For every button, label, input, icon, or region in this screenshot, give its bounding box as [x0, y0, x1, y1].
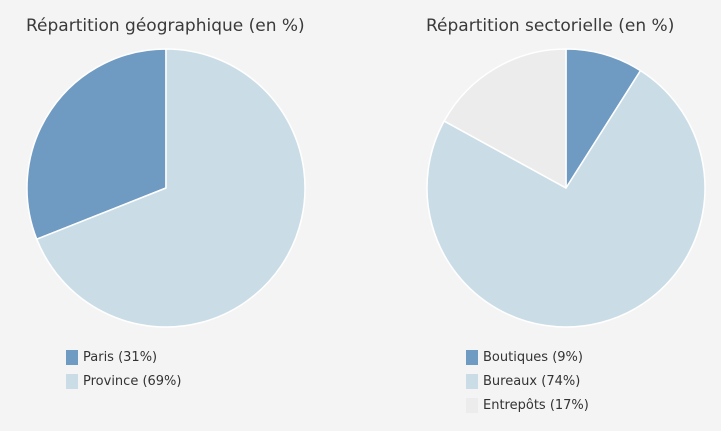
legend-item-boutiques: Boutiques (9%) [466, 345, 589, 369]
legend-item-province: Province (69%) [66, 369, 181, 393]
legend-item-paris: Paris (31%) [66, 345, 181, 369]
pie-slice-entrepots [443, 48, 567, 189]
legend-label: Province (69%) [83, 373, 182, 389]
legend-swatch [66, 373, 78, 389]
legend-swatch [466, 349, 478, 365]
legend-label: Entrepôts (17%) [483, 397, 589, 413]
legend-label: Paris (31%) [83, 349, 158, 365]
geographic-chart-title: Répartition géographique (en %) [26, 16, 305, 36]
legend-item-entrepots: Entrepôts (17%) [466, 393, 589, 417]
legend-item-bureaux: Bureaux (74%) [466, 369, 589, 393]
sector-legend: Boutiques (9%) Bureaux (74%) Entrepôts (… [466, 345, 589, 417]
pie-slice-boutiques [565, 48, 642, 189]
pie-slice-province [36, 48, 306, 328]
pie-slice-bureaux [426, 69, 706, 328]
legend-swatch [66, 349, 78, 365]
legend-swatch [466, 373, 478, 389]
pie-slice-paris [26, 48, 167, 240]
geographic-legend: Paris (31%) Province (69%) [66, 345, 181, 393]
legend-label: Boutiques (9%) [483, 349, 583, 365]
legend-swatch [466, 397, 478, 413]
sector-chart-title: Répartition sectorielle (en %) [426, 16, 675, 36]
legend-label: Bureaux (74%) [483, 373, 581, 389]
